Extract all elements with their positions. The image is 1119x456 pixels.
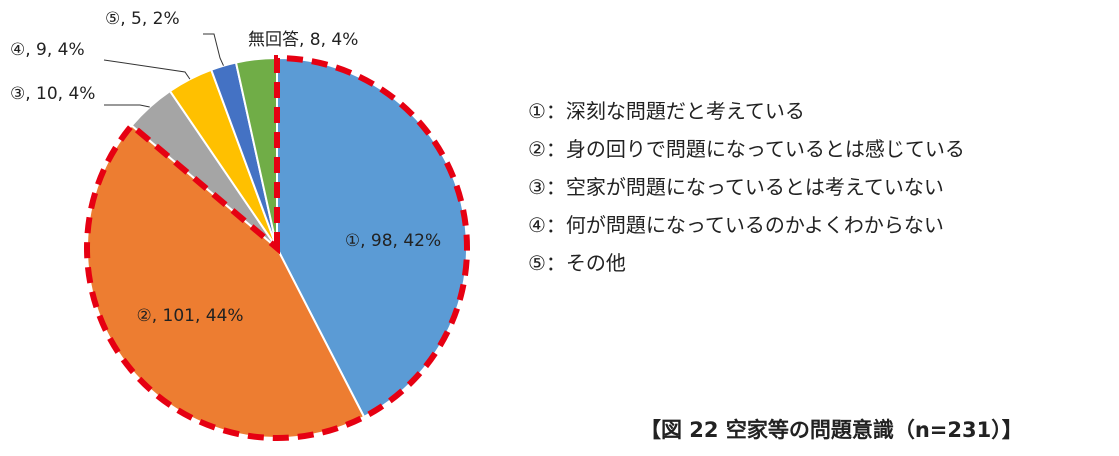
leader-lines — [103, 33, 224, 108]
legend-item-5: ⑤：その他 — [528, 251, 626, 275]
data-label-no-answer: 無回答, 8, 4% — [248, 30, 358, 50]
legend-item-2: ②：身の回りで問題になっているとは感じている — [528, 137, 965, 161]
legend: ①：深刻な問題だと考えている ②：身の回りで問題になっているとは感じている ③：… — [528, 92, 965, 282]
data-label-s1: ①, 98, 42% — [345, 231, 441, 251]
data-labels: ①, 98, 42% ②, 101, 44% ③, 10, 4% ④, 9, 4… — [10, 9, 441, 326]
data-label-s3: ③, 10, 4% — [10, 84, 95, 104]
pie-slices — [86, 56, 468, 439]
leader-line-s3 — [104, 104, 150, 108]
legend-item-3: ③：空家が問題になっているとは考えていない — [528, 175, 944, 199]
data-label-s5: ⑤, 5, 2% — [105, 9, 180, 29]
leader-line-s4 — [103, 59, 191, 80]
figure-caption: 【図 22 空家等の問題意識（n=231）】 — [640, 418, 1023, 442]
highlight-outline — [84, 54, 470, 441]
data-label-s2: ②, 101, 44% — [136, 306, 243, 326]
data-label-s4: ④, 9, 4% — [10, 40, 85, 60]
legend-item-4: ④：何が問題になっているのかよくわからない — [528, 213, 944, 237]
legend-item-1: ①：深刻な問題だと考えている — [528, 99, 805, 123]
leader-line-s5 — [203, 33, 224, 66]
highlight-outlines — [84, 54, 470, 441]
